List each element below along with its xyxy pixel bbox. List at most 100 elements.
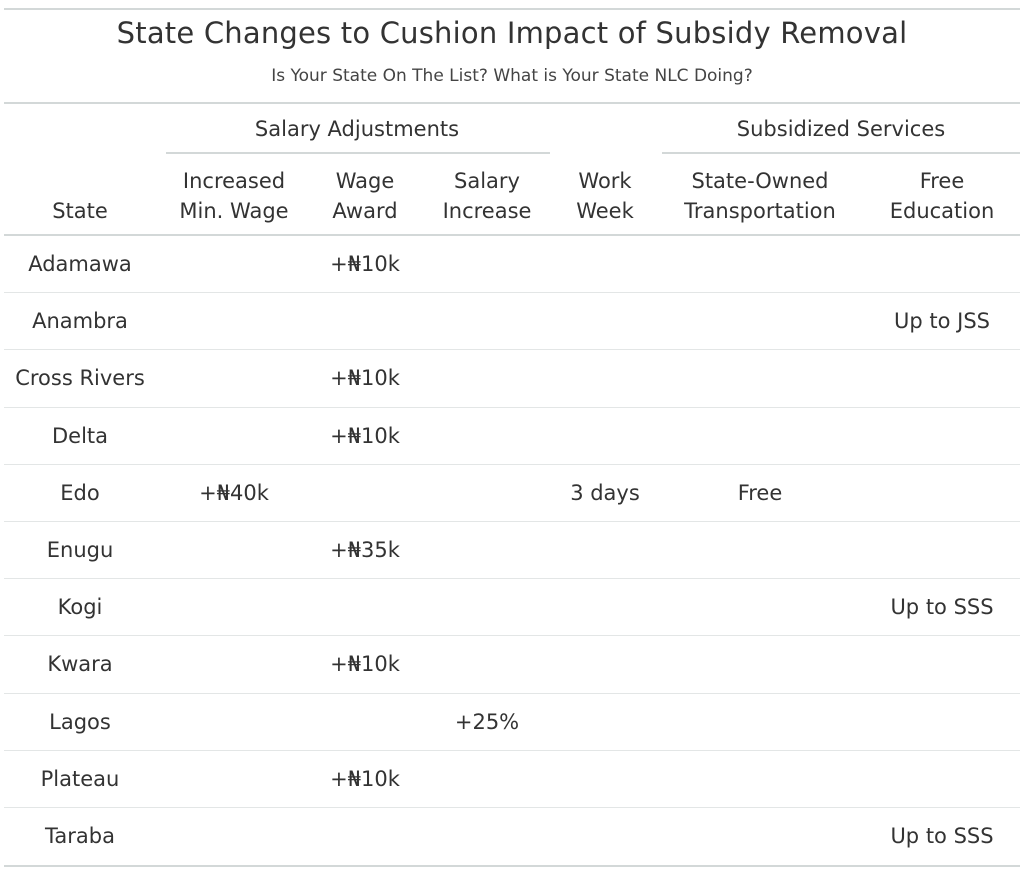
cell-work-week bbox=[556, 350, 654, 407]
cell-wage-award: +₦10k bbox=[330, 252, 400, 276]
cell-transport bbox=[664, 522, 856, 579]
cell-transport bbox=[664, 293, 856, 350]
cell-education bbox=[864, 408, 1020, 465]
cell-work-week bbox=[556, 636, 654, 693]
cell-salary-increase bbox=[426, 350, 548, 407]
cell-salary-increase bbox=[426, 751, 548, 808]
cell-salary-increase bbox=[426, 293, 548, 350]
row-divider bbox=[4, 749, 1020, 751]
row-divider bbox=[4, 406, 1020, 408]
cell-work-week bbox=[556, 579, 654, 636]
row-divider bbox=[4, 292, 1020, 294]
spanner-underline-services bbox=[662, 152, 1020, 154]
cell-education bbox=[864, 350, 1020, 407]
cell-state: Kwara bbox=[47, 652, 113, 677]
cell-min-wage: +₦40k bbox=[199, 480, 269, 505]
cell-state: Delta bbox=[51, 423, 109, 448]
cell-work-week: 3 days bbox=[570, 480, 640, 505]
cell-salary-increase bbox=[426, 465, 548, 522]
cell-work-week bbox=[556, 751, 654, 808]
cell-work-week bbox=[556, 293, 654, 350]
cell-state: Enugu bbox=[46, 538, 114, 562]
cell-wage-award: +₦10k bbox=[330, 766, 400, 791]
cell-state: Kogi bbox=[57, 595, 103, 620]
cell-education: Up to SSS bbox=[890, 824, 994, 848]
cell-work-week bbox=[556, 236, 654, 293]
cell-education bbox=[864, 636, 1020, 693]
row-divider bbox=[4, 635, 1020, 637]
cell-wage-award bbox=[312, 694, 418, 751]
cell-state: Anambra bbox=[32, 309, 128, 334]
cell-salary-increase bbox=[426, 579, 548, 636]
cell-wage-award bbox=[312, 808, 418, 865]
cell-wage-award bbox=[312, 579, 418, 636]
cell-state: Adamawa bbox=[28, 252, 132, 276]
cell-state: Plateau bbox=[40, 766, 120, 791]
cell-wage-award bbox=[312, 465, 418, 522]
cell-salary-increase: +25% bbox=[454, 709, 520, 734]
cell-min-wage bbox=[166, 293, 302, 350]
cell-transport: Free bbox=[737, 480, 783, 505]
table-row: Delta +₦10k bbox=[4, 408, 1020, 465]
cell-work-week bbox=[556, 408, 654, 465]
cell-education bbox=[864, 694, 1020, 751]
cell-min-wage bbox=[166, 808, 302, 865]
table-bottom-rule bbox=[4, 865, 1020, 867]
cell-work-week bbox=[556, 694, 654, 751]
cell-transport bbox=[664, 751, 856, 808]
cell-education: Up to JSS bbox=[894, 309, 990, 334]
column-header-wage-award: Wage Award bbox=[332, 169, 398, 223]
cell-wage-award bbox=[312, 293, 418, 350]
table-row: Lagos +25% bbox=[4, 694, 1020, 751]
cell-salary-increase bbox=[426, 808, 548, 865]
table-subtitle: Is Your State On The List? What is Your … bbox=[271, 66, 753, 86]
spanner-salary-adjustments: Salary Adjustments bbox=[254, 117, 460, 141]
cell-education bbox=[864, 236, 1020, 293]
cell-state: Cross Rivers bbox=[15, 366, 145, 391]
top-rule bbox=[4, 8, 1020, 10]
spanner-underline-salary bbox=[166, 152, 550, 154]
cell-min-wage bbox=[166, 236, 302, 293]
cell-transport bbox=[664, 808, 856, 865]
header-bottom-rule bbox=[4, 234, 1020, 236]
table-row: Plateau +₦10k bbox=[4, 751, 1020, 808]
cell-state: Lagos bbox=[49, 709, 111, 734]
cell-work-week bbox=[556, 522, 654, 579]
column-header-work-week: Work Week bbox=[576, 169, 634, 223]
cell-min-wage bbox=[166, 579, 302, 636]
cell-transport bbox=[664, 408, 856, 465]
heading-divider bbox=[4, 102, 1020, 104]
cell-salary-increase bbox=[426, 408, 548, 465]
cell-salary-increase bbox=[426, 236, 548, 293]
cell-transport bbox=[664, 579, 856, 636]
cell-min-wage bbox=[166, 522, 302, 579]
row-divider bbox=[4, 692, 1020, 694]
table-row: Adamawa +₦10k bbox=[4, 236, 1020, 293]
cell-state: Edo bbox=[60, 480, 100, 505]
cell-wage-award: +₦35k bbox=[330, 538, 400, 562]
cell-transport bbox=[664, 636, 856, 693]
column-header-education: Free Education bbox=[889, 169, 995, 223]
table-row: Cross Rivers +₦10k bbox=[4, 350, 1020, 407]
cell-transport bbox=[664, 236, 856, 293]
row-divider bbox=[4, 349, 1020, 351]
cell-education bbox=[864, 522, 1020, 579]
cell-min-wage bbox=[166, 751, 302, 808]
table-row: Anambra Up to JSS bbox=[4, 293, 1020, 350]
column-header-transportation: State-Owned Transportation bbox=[684, 169, 836, 223]
column-header-min-wage: Increased Min. Wage bbox=[179, 169, 289, 223]
table-title: State Changes to Cushion Impact of Subsi… bbox=[116, 16, 908, 50]
cell-education: Up to SSS bbox=[890, 595, 994, 620]
table-row: Kwara +₦10k bbox=[4, 636, 1020, 693]
row-divider bbox=[4, 578, 1020, 580]
cell-min-wage bbox=[166, 694, 302, 751]
cell-wage-award: +₦10k bbox=[330, 366, 400, 391]
cell-min-wage bbox=[166, 636, 302, 693]
cell-state: Taraba bbox=[45, 824, 115, 848]
spanner-subsidized-services: Subsidized Services bbox=[736, 117, 946, 141]
cell-salary-increase bbox=[426, 636, 548, 693]
cell-salary-increase bbox=[426, 522, 548, 579]
row-divider bbox=[4, 807, 1020, 808]
row-divider bbox=[4, 521, 1020, 522]
